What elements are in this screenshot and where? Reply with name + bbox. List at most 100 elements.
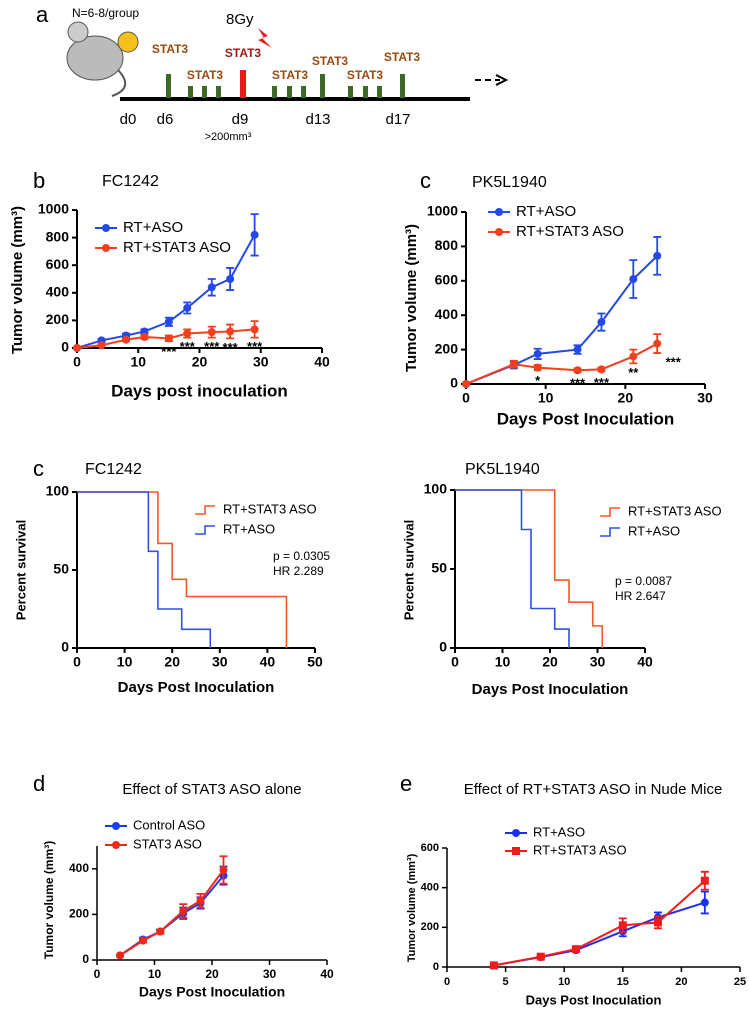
marker	[140, 332, 149, 341]
y-tick-label: 600	[421, 842, 439, 854]
x-tick-label: 0	[73, 654, 81, 670]
marker	[112, 841, 120, 849]
significance: **	[628, 365, 639, 380]
marker	[618, 921, 627, 930]
x-axis-label: Days Post Inoculation	[472, 681, 629, 698]
injections	[166, 74, 405, 98]
marker	[489, 961, 498, 970]
x-tick-label: 20	[192, 354, 208, 370]
injection	[377, 86, 382, 98]
x-tick-label: 15	[617, 976, 629, 988]
marker	[573, 345, 582, 354]
x-axis-label: Days Post Inoculation	[118, 679, 275, 696]
x-tick-label: 40	[320, 967, 334, 981]
marker	[533, 363, 542, 372]
significance: ***	[223, 340, 239, 355]
marker	[533, 349, 542, 358]
injection	[272, 86, 277, 98]
mouse-ear	[67, 21, 89, 43]
marker	[512, 847, 520, 855]
injection	[400, 74, 405, 98]
marker	[597, 365, 606, 374]
marker	[139, 936, 147, 945]
dose: 8Gy	[226, 11, 254, 28]
chart-title: FC1242	[85, 461, 142, 478]
stat-text: p = 0.0305	[273, 549, 330, 563]
y-tick-label: 200	[46, 311, 70, 327]
legend-swatch	[195, 525, 215, 535]
x-axis-label: Days Post Inoculation	[139, 984, 285, 1000]
series-line	[119, 869, 225, 957]
legend-swatch	[600, 527, 620, 537]
y-axis-label: Percent survival	[13, 520, 28, 620]
x-tick-label: 30	[590, 654, 606, 670]
x-tick-label: 30	[253, 354, 269, 370]
series-line	[493, 901, 706, 967]
marker	[573, 366, 582, 375]
y-tick-label: 400	[435, 306, 459, 322]
legend-label: RT+STAT3 ASO	[533, 842, 627, 857]
marker	[512, 829, 520, 837]
x-tick-label: 10	[538, 390, 554, 406]
legend-label: Control ASO	[133, 817, 205, 832]
significance: ***	[247, 339, 263, 354]
panel-letter: b	[33, 168, 45, 193]
marker	[653, 918, 662, 927]
tumor	[117, 31, 139, 53]
x-tick-label: 5	[503, 976, 509, 988]
significance: ***	[570, 376, 586, 391]
injection	[301, 86, 306, 98]
x-tick-label: 40	[260, 654, 276, 670]
y-tick-label: 100	[46, 483, 70, 499]
chart-title: Effect of STAT3 ASO alone	[122, 781, 301, 798]
marker	[250, 230, 259, 239]
legend-label: RT+ASO	[123, 219, 183, 236]
y-axis-label: Percent survival	[401, 520, 416, 620]
significance: ***	[161, 344, 177, 359]
y-tick-label: 800	[435, 237, 459, 253]
y-tick-label: 0	[61, 639, 69, 655]
chart-title: Effect of RT+STAT3 ASO in Nude Mice	[464, 781, 723, 798]
y-tick-label: 0	[82, 952, 89, 966]
marker	[597, 318, 606, 327]
injection	[287, 86, 292, 98]
marker	[495, 208, 503, 216]
marker	[653, 251, 662, 260]
legend-label: RT+ASO	[628, 523, 680, 538]
legend-label: RT+STAT3 ASO	[516, 223, 624, 240]
y-tick-label: 1000	[38, 201, 69, 217]
x-tick-label: 40	[637, 654, 653, 670]
x-tick-label: 20	[164, 654, 180, 670]
treatment-label: STAT3	[187, 68, 224, 82]
group-size: N=6-8/group	[72, 6, 139, 20]
timeline: a N=6-8/group 8Gy	[36, 2, 509, 101]
x-tick-label: 0	[444, 976, 450, 988]
day-label: d17	[385, 111, 410, 128]
legend-label: RT+ASO	[223, 521, 275, 536]
x-axis-label: Days post inoculation	[111, 381, 288, 400]
marker	[219, 865, 228, 874]
chart-title: PK5L1940	[472, 174, 547, 191]
marker	[196, 896, 205, 905]
marker	[207, 328, 216, 337]
legend-label: RT+ASO	[533, 824, 585, 839]
significance: *	[535, 373, 541, 388]
chart-title: FC1242	[102, 173, 159, 190]
y-tick-label: 600	[435, 272, 459, 288]
marker	[73, 344, 81, 352]
marker	[183, 303, 192, 312]
injection	[202, 86, 207, 98]
injection	[166, 74, 171, 98]
marker	[629, 352, 638, 361]
x-axis-label: Days Post Inoculation	[526, 992, 662, 1007]
treatment-label: STAT3	[152, 42, 189, 56]
lightning	[258, 28, 272, 48]
legend-label: RT+STAT3 ASO	[628, 503, 722, 518]
significance: ***	[594, 375, 610, 390]
stat-text: HR 2.647	[615, 589, 666, 603]
arrow-head	[495, 74, 509, 86]
survival-curve	[455, 489, 604, 648]
marker	[116, 951, 124, 960]
x-axis-label: Days Post Inoculation	[497, 409, 675, 428]
